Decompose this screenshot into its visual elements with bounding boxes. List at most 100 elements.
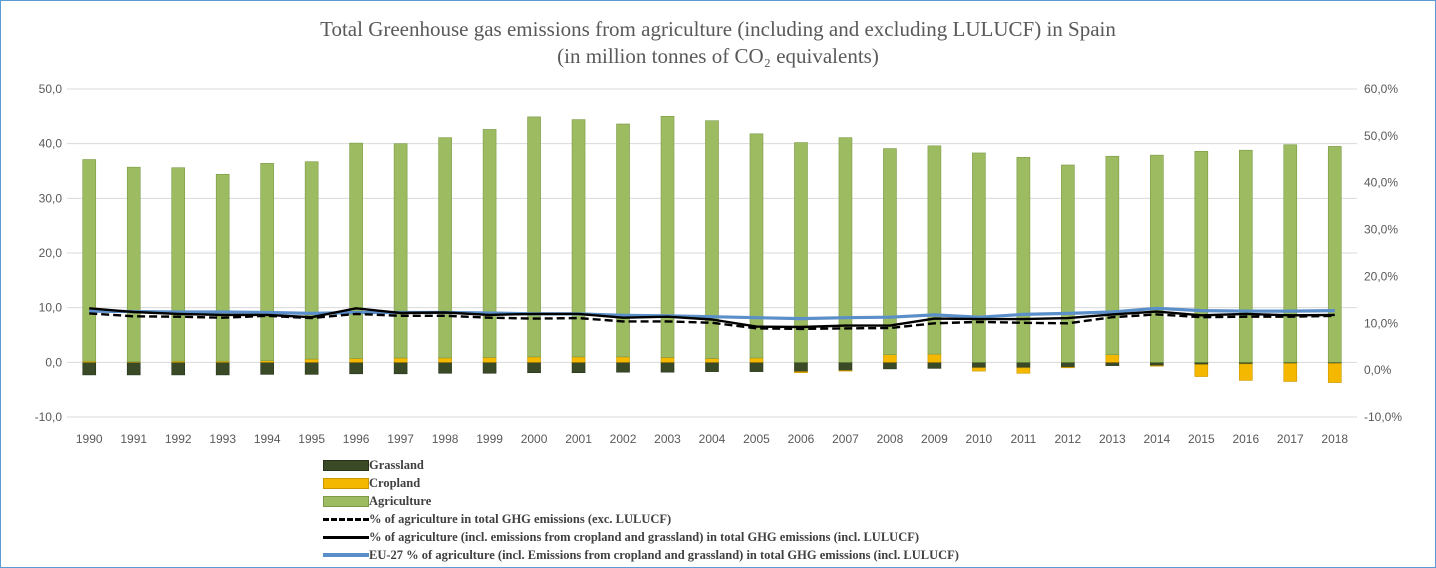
bar-cropland	[1061, 366, 1075, 369]
legend-item-grassland: Grassland	[323, 456, 959, 474]
bar-cropland	[1016, 367, 1031, 374]
legend-item-share-incl-lulucf: % of agriculture (incl. emissions from c…	[323, 528, 959, 546]
bar-cropland	[1194, 364, 1209, 377]
y2-tick-label: 40,0%	[1364, 176, 1398, 190]
x-tick-label: 1990	[76, 432, 103, 446]
bar-agriculture	[1194, 151, 1209, 363]
series-line-3	[89, 306, 1335, 321]
legend-label-share-excl-lulucf: % of agriculture in total GHG emissions …	[369, 512, 672, 526]
bar-agriculture	[972, 152, 986, 363]
bar-grassland	[349, 362, 363, 375]
x-tick-label: 2011	[1010, 432, 1036, 446]
bar-agriculture	[438, 137, 452, 359]
bar-agriculture	[1238, 149, 1253, 363]
bar-cropland	[1327, 363, 1342, 383]
bar-cropland	[883, 354, 897, 363]
bar-grassland	[126, 362, 141, 376]
bar-agriculture	[482, 129, 497, 358]
bar-agriculture	[794, 142, 808, 363]
legend-label-agriculture: Agriculture	[369, 494, 432, 508]
x-tick-label: 1998	[432, 432, 459, 446]
legend-item-eu27-share: EU-27 % of agriculture (incl. Emissions …	[323, 546, 959, 564]
bar-agriculture	[171, 167, 186, 362]
bar-grassland	[482, 362, 497, 374]
legend-label-cropland: Cropland	[369, 476, 421, 490]
legend-label-grassland: Grassland	[369, 458, 424, 472]
bar-agriculture	[749, 133, 764, 359]
y-tick-label: 10,0	[39, 301, 63, 315]
bar-grassland	[838, 362, 853, 371]
bar-agriculture	[1105, 155, 1120, 355]
bar-agriculture	[571, 119, 586, 358]
y-tick-label: 0,0	[45, 355, 62, 369]
x-tick-label: 1996	[343, 432, 370, 446]
x-tick-label: 2005	[743, 432, 770, 446]
bar-agriculture	[1061, 164, 1075, 363]
bar-grassland	[1061, 362, 1075, 368]
x-tick-label: 1993	[209, 432, 236, 446]
bar-grassland	[82, 362, 97, 376]
x-tick-label: 2009	[921, 432, 948, 446]
bar-cropland	[482, 357, 497, 363]
bar-grassland	[883, 362, 897, 370]
bar-cropland	[705, 358, 719, 363]
x-tick-label: 2018	[1321, 432, 1348, 446]
bar-grassland	[1016, 362, 1031, 369]
y2-tick-label: 30,0%	[1364, 223, 1398, 237]
bar-agriculture	[1016, 157, 1031, 363]
bar-grassland	[260, 362, 274, 375]
chart-subtitle: (in million tonnes of CO₂ equivalents)	[557, 44, 879, 68]
bar-cropland	[616, 356, 630, 363]
x-tick-label: 2002	[610, 432, 637, 446]
x-tick-label: 2017	[1277, 432, 1304, 446]
bar-grassland	[705, 362, 719, 372]
x-tick-label: 2004	[699, 432, 726, 446]
bar-agriculture	[126, 166, 141, 363]
y-tick-label: 50,0	[39, 82, 63, 96]
legend-label-eu27-share: EU-27 % of agriculture (incl. Emissions …	[369, 548, 959, 562]
x-tick-label: 1994	[254, 432, 281, 446]
bar-cropland	[794, 371, 808, 374]
bar-grassland	[171, 362, 186, 376]
chart-title: Total Greenhouse gas emissions from agri…	[320, 17, 1116, 41]
legend-item-share-excl-lulucf: % of agriculture in total GHG emissions …	[323, 510, 959, 528]
x-tick-label: 2010	[966, 432, 993, 446]
bar-agriculture	[393, 143, 408, 359]
bar-cropland	[838, 370, 853, 372]
y-tick-label: 30,0	[39, 191, 63, 205]
bar-grassland	[527, 362, 541, 374]
x-tick-label: 1995	[298, 432, 325, 446]
bar-cropland	[749, 357, 764, 363]
bar-cropland	[527, 356, 541, 363]
bar-cropland	[1105, 354, 1120, 363]
legend-item-cropland: Cropland	[323, 474, 959, 492]
x-tick-label: 2014	[1143, 432, 1170, 446]
bar-grassland	[1194, 362, 1209, 365]
bar-agriculture	[1150, 154, 1164, 363]
bar-cropland	[304, 358, 319, 363]
bar-agriculture	[1283, 144, 1298, 363]
x-tick-label: 2008	[877, 432, 904, 446]
bar-grassland	[1105, 362, 1120, 366]
bar-agriculture	[1327, 146, 1342, 363]
series-line-2	[89, 307, 1335, 329]
bar-agriculture	[215, 173, 230, 362]
y2-tick-label: 20,0%	[1364, 269, 1398, 283]
y-tick-label: -10,0	[35, 410, 63, 424]
bar-agriculture	[527, 116, 541, 358]
bar-cropland	[571, 356, 586, 363]
bar-cropland	[927, 353, 942, 363]
x-tick-label: 2007	[832, 432, 859, 446]
x-tick-label: 2000	[521, 432, 548, 446]
x-tick-label: 1992	[165, 432, 192, 446]
bar-cropland	[1238, 363, 1253, 381]
legend-swatch-grassland	[323, 459, 369, 471]
bar-cropland	[438, 357, 452, 363]
y-tick-label: 40,0	[39, 137, 63, 151]
bar-grassland	[616, 362, 630, 373]
bar-cropland	[1150, 365, 1164, 367]
bar-grassland	[927, 362, 942, 369]
chart-plot: -10,0 0,0 10,0 20,0 30,0 40,0 50,0 -10,0% 0,0% 10…	[35, 82, 1403, 446]
x-tick-label: 2006	[788, 432, 815, 446]
